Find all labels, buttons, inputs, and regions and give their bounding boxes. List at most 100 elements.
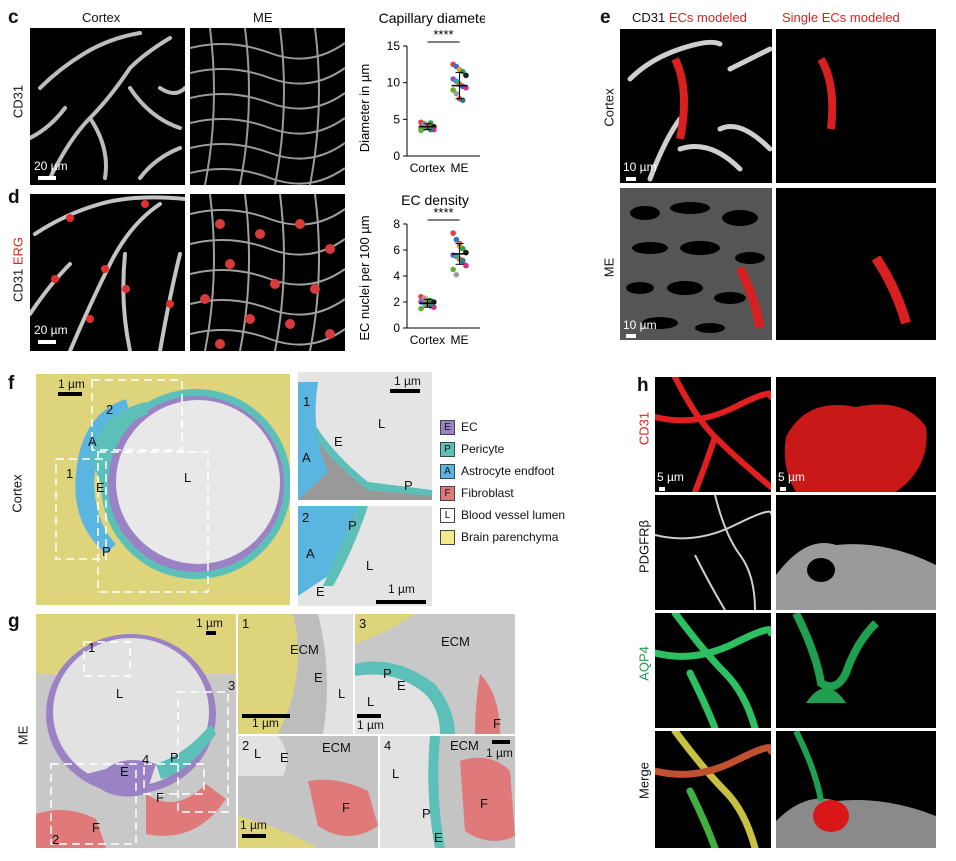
inset-number-1: 1	[242, 616, 250, 631]
inset-drawing	[298, 506, 432, 606]
scale-bar-label: 5 µm	[778, 470, 805, 484]
label-ecm: ECM	[322, 740, 351, 755]
cortex-em-image: L E P A 1 2 1 µm	[36, 374, 290, 605]
cortex-cd31-image: 20 µm	[30, 28, 185, 185]
capillary-diameter-chart: Capillary diameter Diameter in µm 0 5 10 15…	[357, 10, 485, 175]
panel-label-g: g	[8, 611, 20, 632]
scale-bar-label: 1 µm	[486, 746, 513, 760]
cell-drawing	[776, 731, 936, 848]
legend-item: Brain parenchyma	[440, 526, 580, 548]
label-lumen: L	[338, 686, 346, 701]
vessel-mesh-drawing	[190, 28, 345, 185]
scale-bar	[626, 334, 636, 338]
column-header-cortex: Cortex	[82, 10, 121, 25]
me-cd31-image	[190, 28, 345, 185]
data-point	[418, 127, 424, 134]
scale-bar	[38, 340, 56, 344]
aqp4-image-b	[776, 613, 936, 728]
label-pericyte: P	[170, 750, 179, 765]
label-ec: E	[397, 678, 406, 693]
y-tick-label: 8	[393, 217, 400, 231]
vessel-mesh-model	[620, 188, 772, 340]
legend-swatch	[440, 529, 455, 545]
em-segmentation-drawing	[36, 614, 236, 848]
legend-swatch: A	[440, 463, 455, 479]
label-astrocyte: A	[306, 546, 315, 561]
panel-e-title: CD31 ECs modeled	[632, 10, 747, 25]
me-em-inset-3: 3 ECM P E L F 1 µm	[355, 614, 515, 734]
inset-number-2: 2	[242, 738, 250, 753]
legend-label: Blood vessel lumen	[461, 508, 566, 522]
vessel-model-drawing	[627, 39, 772, 182]
scale-bar	[206, 631, 216, 635]
title-ecs-modeled: ECs modeled	[668, 10, 747, 25]
data-point	[463, 72, 469, 79]
inset-number-1: 1	[88, 640, 96, 655]
scale-bar	[390, 389, 420, 393]
x-tick-label: Cortex	[410, 161, 445, 175]
label-fibroblast: F	[92, 820, 100, 835]
legend-item: A Astrocyte endfoot	[440, 460, 580, 482]
label-pericyte: P	[383, 666, 392, 681]
label-lumen: L	[254, 746, 262, 761]
row-label-me: ME	[601, 257, 617, 278]
column-header-me: ME	[253, 10, 273, 25]
cell-drawing	[792, 613, 879, 703]
chart-title: Capillary diameter	[379, 10, 485, 26]
vessel-drawing	[655, 377, 771, 492]
inset-number-2: 2	[106, 402, 114, 417]
cell-drawing	[784, 404, 927, 492]
inset-number-1: 1	[66, 466, 74, 481]
cortex-single-ec-image	[776, 29, 936, 183]
em-segmentation-drawing	[55, 379, 290, 593]
y-tick-label: 15	[387, 39, 401, 53]
scale-bar-label: 1 µm	[394, 374, 421, 388]
chart-axes: 0 2 4 6 8 Cortex ME ****	[393, 205, 480, 347]
inset-number-4: 4	[142, 752, 150, 767]
vessel-drawing	[30, 195, 185, 351]
x-tick-label: ME	[451, 161, 469, 175]
pdgfrb-image-a	[655, 495, 771, 610]
label-fibroblast: F	[156, 790, 164, 805]
merge-image-a	[655, 731, 771, 848]
me-cd31-erg-image	[190, 194, 345, 351]
scale-bar-label: 20 µm	[34, 159, 68, 173]
inset-drawing	[380, 736, 515, 848]
label-lumen: L	[366, 558, 374, 573]
scale-bar	[492, 740, 510, 744]
label-ec: E	[280, 750, 289, 765]
label-astrocyte: A	[88, 434, 97, 449]
chart-y-label: EC nuclei per 100 µm	[357, 215, 372, 340]
inset-number-4: 4	[384, 738, 392, 753]
chart-title: EC density	[401, 192, 469, 208]
label-fibroblast: F	[480, 796, 488, 811]
inset-drawing	[355, 614, 515, 734]
label-ec: E	[434, 830, 443, 845]
me-em-image: L E P F F 1 2 3 4 1 µm	[36, 614, 236, 848]
chart-points	[418, 230, 469, 312]
scale-bar	[626, 177, 636, 181]
single-ec-drawing	[871, 255, 911, 325]
row-label-pdgfrb: PDGFRβ	[636, 520, 652, 573]
legend-item: F Fibroblast	[440, 482, 580, 504]
label-ec: E	[120, 764, 129, 779]
y-tick-label: 5	[393, 112, 400, 126]
legend-label: Fibroblast	[461, 486, 514, 500]
row-label-aqp4: AQP4	[636, 646, 652, 681]
vessel-drawing	[655, 495, 771, 610]
legend-swatch: F	[440, 485, 455, 501]
cortex-em-inset-2: 2 A P L E 1 µm	[298, 506, 432, 606]
scale-bar	[659, 487, 665, 491]
data-point	[421, 295, 428, 301]
chart-points	[418, 61, 469, 134]
scale-bar-label: 1 µm	[357, 718, 384, 732]
me-3d-cd31-image: 10 µm	[620, 188, 772, 340]
data-point	[450, 266, 456, 273]
pdgfrb-image-b	[776, 495, 936, 610]
data-point	[459, 245, 466, 252]
legend-item: L Blood vessel lumen	[440, 504, 580, 526]
row-label-merge: Merge	[636, 762, 652, 799]
cell-drawing	[776, 543, 936, 610]
scale-bar-label: 10 µm	[623, 318, 657, 332]
label-pericyte: P	[348, 518, 357, 533]
